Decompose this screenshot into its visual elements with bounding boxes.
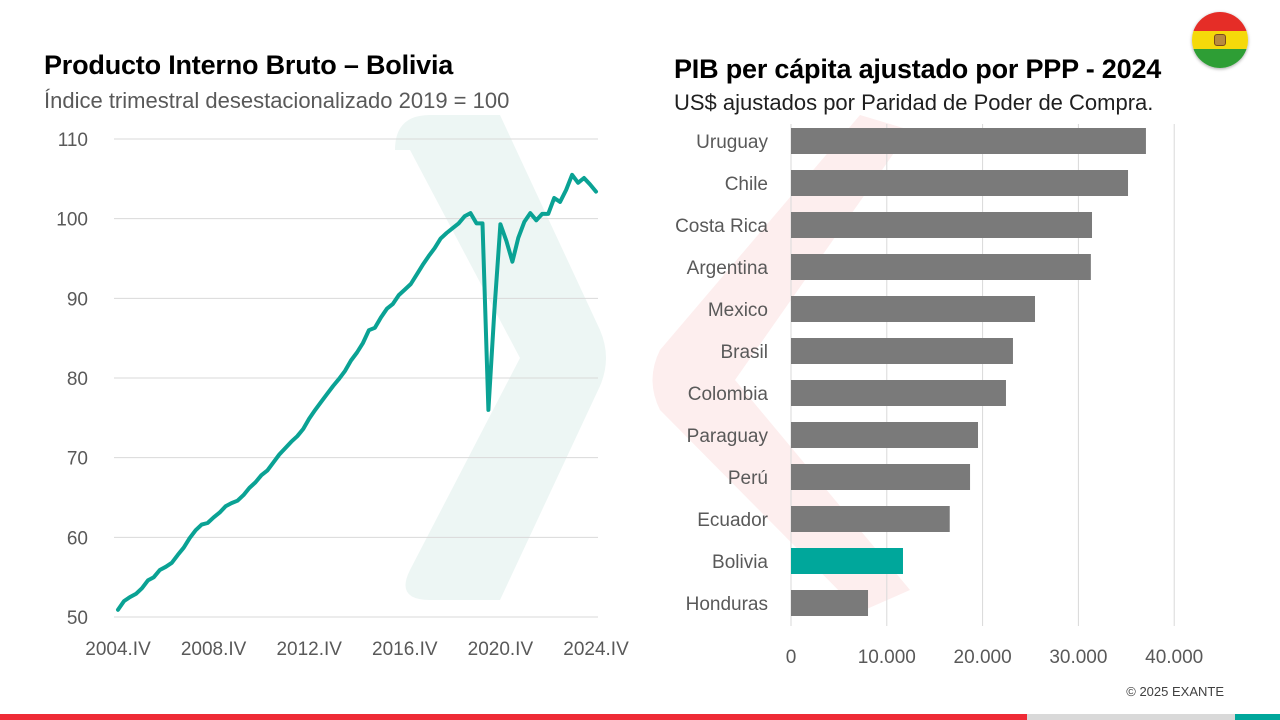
gdp-x-tick-label: 2012.IV [276, 639, 342, 660]
gdp-y-axis: 50 60 70 80 90 100 110 [56, 130, 88, 629]
ppp-bar [791, 170, 1129, 196]
gdp-series-line [116, 172, 598, 612]
ppp-category-label: Chile [725, 174, 768, 195]
ppp-x-tick-label: 0 [786, 647, 797, 668]
ppp-category-label: Paraguay [687, 426, 769, 447]
ppp-bar [791, 296, 1036, 322]
gdp-y-tick-label: 60 [67, 528, 88, 549]
ppp-bar [791, 338, 1013, 364]
ppp-category-label: Mexico [708, 300, 768, 321]
ppp-chart-title: PIB per cápita ajustado por PPP - 2024 [674, 54, 1162, 84]
ppp-bar [791, 128, 1146, 154]
ppp-bar [791, 590, 869, 616]
gdp-x-tick-label: 2016.IV [372, 639, 438, 660]
footer-bar-gray [1027, 714, 1235, 720]
ppp-category-label: Bolivia [712, 552, 768, 573]
ppp-category-label: Ecuador [697, 510, 768, 531]
gdp-y-tick-label: 90 [67, 289, 88, 310]
ppp-gridlines [790, 124, 1175, 626]
ppp-bar [791, 254, 1091, 280]
gdp-y-tick-label: 80 [67, 369, 88, 390]
ppp-bars [791, 128, 1146, 616]
ppp-bar [791, 464, 971, 490]
gdp-y-tick-label: 110 [58, 130, 88, 151]
ppp-x-axis: 0 10.000 20.000 30.000 40.000 [786, 647, 1204, 668]
flag-green-stripe [1192, 49, 1248, 68]
gdp-chart-subtitle: Índice trimestral desestacionalizado 201… [44, 88, 510, 113]
gdp-x-tick-label: 2024.IV [563, 639, 629, 660]
gdp-chart-title: Producto Interno Bruto – Bolivia [44, 50, 454, 80]
ppp-bar [791, 212, 1093, 238]
gdp-y-tick-label: 100 [56, 210, 88, 231]
ppp-bar [791, 380, 1006, 406]
flag-coat-of-arms [1214, 34, 1226, 46]
ppp-category-label: Colombia [688, 384, 769, 405]
ppp-x-tick-label: 10.000 [858, 647, 916, 668]
gdp-x-axis: 2004.IV 2008.IV 2012.IV 2016.IV 2020.IV 2024.… [85, 639, 629, 660]
flag-red-stripe [1192, 12, 1248, 31]
gdp-x-tick-label: 2008.IV [181, 639, 247, 660]
ppp-category-label: Argentina [687, 258, 769, 279]
footer-bar-teal [1235, 714, 1280, 720]
gdp-gridlines [114, 138, 598, 618]
ppp-category-label: Brasil [720, 342, 768, 363]
ppp-category-label: Honduras [686, 594, 768, 615]
ppp-bar-highlight [791, 548, 903, 574]
bolivia-flag-icon [1192, 12, 1248, 68]
footer-color-bar [0, 714, 1280, 720]
copyright-notice: © 2025 EXANTE [1126, 684, 1224, 699]
ppp-category-labels: Uruguay Chile Costa Rica Argentina Mexico Bra… [675, 132, 769, 615]
watermark-teal-chevron [395, 115, 606, 600]
gdp-y-tick-label: 70 [67, 449, 88, 470]
gdp-y-tick-label: 50 [67, 608, 88, 629]
gdp-x-tick-label: 2020.IV [468, 639, 534, 660]
ppp-x-tick-label: 40.000 [1145, 647, 1203, 668]
ppp-x-tick-label: 30.000 [1049, 647, 1107, 668]
ppp-x-tick-label: 20.000 [954, 647, 1012, 668]
ppp-chart-subtitle: US$ ajustados por Paridad de Poder de Co… [674, 90, 1154, 115]
gdp-x-tick-label: 2004.IV [85, 639, 151, 660]
ppp-bar [791, 422, 979, 448]
footer-bar-red [0, 714, 1027, 720]
ppp-bar [791, 506, 950, 532]
ppp-category-label: Uruguay [696, 132, 768, 153]
ppp-category-label: Perú [728, 468, 768, 489]
ppp-category-label: Costa Rica [675, 216, 768, 237]
